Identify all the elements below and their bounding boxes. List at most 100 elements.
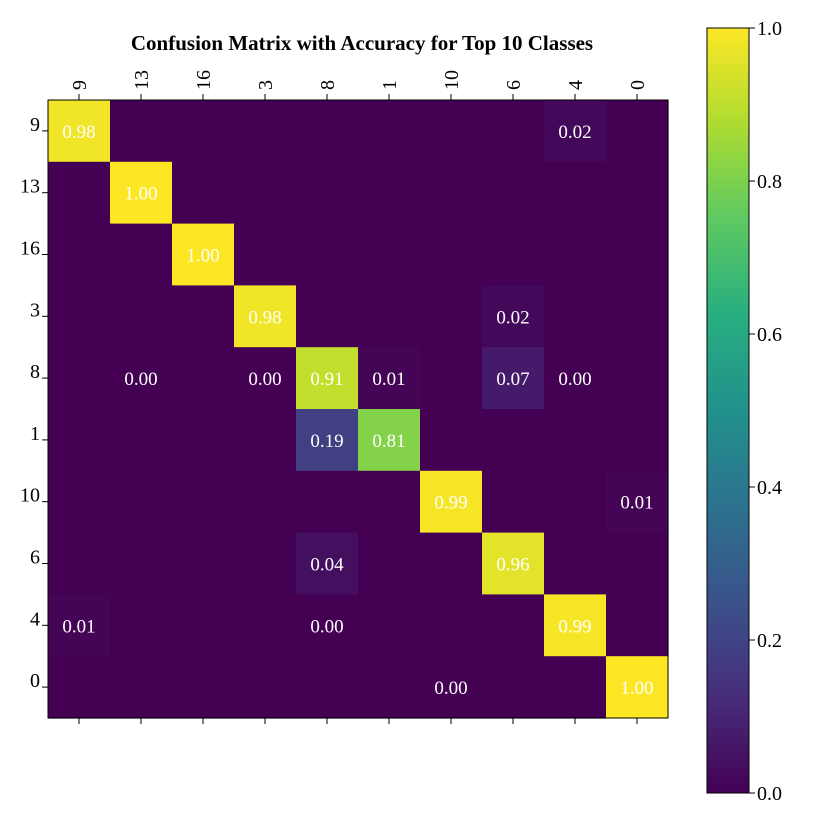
heatmap-cell: [544, 470, 607, 534]
heatmap-cell: [420, 347, 483, 410]
cell-value-label: 0.98: [248, 307, 281, 328]
heatmap-cell: [544, 656, 607, 719]
heatmap-cell: [234, 532, 297, 595]
cell-value-label: 0.00: [310, 616, 343, 637]
heatmap-cell: [110, 285, 173, 348]
x-tick-label: 0: [627, 80, 649, 90]
heatmap-cell: [110, 532, 173, 595]
heatmap-cell: [482, 594, 545, 657]
cell-value-label: 0.00: [558, 369, 591, 390]
heatmap-cell: [420, 409, 483, 472]
heatmap-cell: [172, 347, 235, 410]
heatmap-cell: [296, 161, 359, 225]
heatmap-cell: [234, 409, 297, 472]
heatmap-cell: [296, 409, 359, 472]
x-tick-label: 8: [317, 80, 339, 90]
cell-value-label: 0.00: [434, 678, 467, 699]
heatmap-cell: [606, 470, 669, 534]
y-tick-label: 3: [30, 299, 40, 321]
colorbar-tick-label: 0.6: [757, 324, 782, 346]
heatmap-cell: [110, 100, 173, 163]
heatmap-cell: [296, 223, 359, 286]
heatmap-cell: [358, 656, 421, 719]
y-tick-label: 8: [30, 361, 40, 383]
heatmap-cell: [606, 285, 669, 348]
heatmap-cell: [544, 100, 607, 163]
cell-value-label: 0.01: [372, 369, 405, 390]
heatmap-cell: [234, 656, 297, 719]
colorbar-tick-label: 0.4: [757, 477, 782, 499]
colorbar-tick-label: 0.2: [757, 630, 782, 652]
heatmap-cell: [606, 532, 669, 595]
heatmap-cell: [358, 594, 421, 657]
heatmap-cell: [358, 161, 421, 225]
heatmap-cell: [172, 285, 235, 348]
heatmap-cell: [48, 223, 111, 286]
heatmap-cell: [482, 347, 545, 410]
heatmap-cell: [544, 285, 607, 348]
heatmap-cell: [544, 532, 607, 595]
heatmap-cell: [234, 470, 297, 534]
heatmap-cell: [296, 594, 359, 657]
y-tick-label: 16: [20, 238, 40, 260]
heatmap-cell: [172, 161, 235, 225]
heatmap-cell: [110, 409, 173, 472]
heatmap-cell: [48, 594, 111, 657]
heatmap-cell: [172, 594, 235, 657]
y-tick-label: 0: [30, 670, 40, 692]
cell-value-label: 0.81: [372, 431, 405, 452]
heatmap-cell: [48, 100, 111, 163]
heatmap-cell: [296, 347, 359, 410]
heatmap-cell: [172, 100, 235, 163]
heatmap-cell: [110, 470, 173, 534]
heatmap-cell: [234, 285, 297, 348]
heatmap-cell: [420, 656, 483, 719]
colorbar-gradient: [706, 27, 750, 794]
heatmap-cell: [606, 409, 669, 472]
heatmap-cell: [172, 223, 235, 286]
heatmap-cell: [358, 347, 421, 410]
y-tick-label: 10: [20, 485, 40, 507]
cell-value-label: 0.01: [620, 493, 653, 514]
heatmap-cell: [544, 223, 607, 286]
colorbar-tick-label: 0.8: [757, 171, 782, 193]
heatmap-cell: [48, 409, 111, 472]
heatmap-cell: [296, 285, 359, 348]
cell-value-label: 0.02: [558, 122, 591, 143]
x-axis-ticks: 9 13 16 3 8 1 10 6 4 0: [69, 70, 649, 724]
heatmap-cell-labels: 0.98 0.02 1.00 1.00 0.98 0.02 0.00 0.00 0.91 0.01…: [62, 122, 653, 699]
cell-value-label: 0.99: [558, 616, 591, 637]
heatmap-cell: [420, 223, 483, 286]
heatmap-cell: [358, 532, 421, 595]
y-tick-label: 9: [30, 114, 40, 136]
heatmap-cell: [234, 161, 297, 225]
heatmap-cell: [482, 161, 545, 225]
heatmap-cell: [420, 594, 483, 657]
heatmap-cell: [606, 161, 669, 225]
heatmap-cell: [420, 100, 483, 163]
cell-value-label: 0.02: [496, 307, 529, 328]
chart-title: Confusion Matrix with Accuracy for Top 1…: [131, 31, 593, 55]
heatmap-cell: [482, 409, 545, 472]
heatmap-cell: [110, 656, 173, 719]
x-tick-label: 4: [565, 80, 587, 90]
cell-value-label: 1.00: [124, 184, 157, 205]
heatmap-cell: [606, 347, 669, 410]
heatmap-cell: [172, 656, 235, 719]
heatmap-cell: [482, 223, 545, 286]
x-tick-label: 13: [131, 70, 153, 90]
heatmap-cell: [482, 100, 545, 163]
colorbar-ticks: 0.0 0.2 0.4 0.6 0.8 1.0: [749, 18, 782, 805]
heatmap-cell: [482, 285, 545, 348]
heatmap-cell: [296, 656, 359, 719]
heatmap-cell: [48, 656, 111, 719]
heatmap-cell: [544, 594, 607, 657]
cell-value-label: 0.99: [434, 493, 467, 514]
heatmap-cell: [48, 161, 111, 225]
heatmap-cell: [296, 100, 359, 163]
colorbar: 0.0 0.2 0.4 0.6 0.8 1.0: [706, 18, 782, 805]
heatmap-cell: [606, 223, 669, 286]
x-tick-label: 16: [193, 70, 215, 90]
x-tick-label: 10: [441, 70, 463, 90]
